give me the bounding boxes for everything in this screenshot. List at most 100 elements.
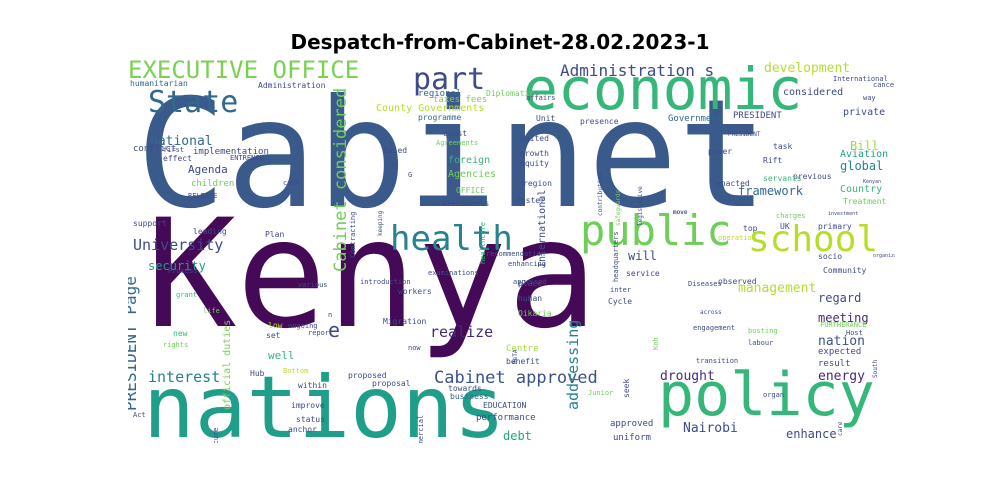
word-cloud-word: rights	[163, 341, 189, 349]
word-cloud-word: workers	[398, 287, 432, 296]
word-cloud-word: interest	[148, 368, 221, 386]
word-cloud-word: region	[523, 179, 552, 188]
word-cloud-word: will	[628, 249, 657, 263]
word-cloud-word: power	[708, 147, 733, 156]
word-cloud-word: nations	[143, 358, 506, 443]
word-cloud-word: Diplomatic	[486, 89, 535, 98]
word-cloud-word: life	[203, 307, 220, 315]
word-cloud-word: part	[413, 62, 486, 97]
word-cloud-word: Cycle	[608, 297, 633, 306]
word-cloud-word: enhancing	[508, 260, 546, 268]
word-cloud-word: UK	[780, 222, 790, 231]
word-cloud-word: ongoing	[288, 322, 318, 330]
word-cloud-word: Administration s	[560, 61, 715, 80]
word-cloud-word: well	[268, 349, 295, 362]
word-cloud-word: children	[191, 179, 235, 189]
word-cloud-word: move	[673, 209, 688, 216]
word-cloud-word: regard	[818, 291, 862, 305]
word-cloud-word: Migration	[383, 317, 427, 326]
word-cloud-word: conflict	[133, 144, 177, 154]
word-cloud-word: EDUCATION	[483, 401, 527, 410]
word-cloud-word: uniform	[613, 433, 651, 443]
word-cloud-word: Government	[668, 114, 723, 124]
word-cloud-word: top	[743, 224, 758, 233]
word-cloud-word: charges	[776, 212, 806, 220]
word-cloud-word: leading	[193, 227, 227, 236]
word-cloud-word: Bottom	[283, 367, 309, 375]
word-cloud-word: foreign	[448, 155, 491, 166]
word-cloud-word: business	[450, 392, 489, 401]
word-cloud-word: procure	[212, 427, 220, 443]
word-cloud-word: low	[268, 321, 283, 330]
word-cloud-word: policy	[658, 360, 875, 430]
word-cloud-word: University	[133, 236, 224, 254]
word-cloud-word: programme	[418, 113, 462, 122]
word-cloud-word: nation	[818, 334, 865, 349]
word-cloud-word: within	[298, 381, 327, 390]
word-cloud-word: BeTA	[512, 349, 519, 364]
word-cloud-word: cancer	[873, 81, 895, 89]
word-cloud-word: economic	[523, 60, 803, 123]
word-cloud-word: Hub	[250, 369, 265, 378]
word-cloud-word: Process	[168, 267, 198, 275]
word-cloud-word: management	[738, 281, 817, 296]
word-cloud-word: energy	[818, 369, 865, 384]
word-cloud-word: Kenyan	[863, 179, 882, 185]
word-cloud-word: United	[520, 134, 549, 143]
word-cloud-word: Cabinet	[136, 68, 769, 242]
word-cloud-word: proposed	[348, 371, 387, 380]
word-cloud-word: PRESIDENT Page	[128, 276, 140, 411]
word-cloud-word: new	[173, 329, 188, 338]
word-cloud-word: Koh	[652, 337, 660, 350]
word-cloud-word: Secondary	[128, 361, 129, 394]
word-cloud-word: effect	[163, 154, 192, 163]
word-cloud-word: Treatment	[843, 197, 887, 206]
word-cloud-word: PRESIDENT	[733, 111, 782, 121]
word-cloud-word: addressing	[564, 319, 582, 410]
word-cloud-word: East	[128, 142, 129, 156]
word-cloud-word: transition	[696, 357, 739, 365]
word-cloud-word: quest	[443, 129, 468, 138]
word-cloud-word: Agreements	[436, 139, 479, 147]
word-cloud-word: regional	[418, 89, 462, 99]
word-cloud-word: school	[748, 219, 879, 260]
word-cloud-word: engagement	[693, 324, 736, 332]
word-cloud: Cabinet Kenya nations economic policy public s…	[128, 60, 895, 443]
word-cloud-word: organization	[873, 253, 895, 259]
word-cloud-word: introduction	[360, 278, 411, 286]
word-cloud-word: development	[764, 61, 851, 76]
word-cloud-word: Aviation	[840, 149, 889, 160]
word-cloud-word: taxes fees	[433, 95, 488, 105]
word-cloud-word: labour	[748, 339, 774, 347]
word-cloud-word: status	[296, 415, 325, 424]
word-cloud-word: various	[298, 281, 328, 289]
word-cloud-word: keeping	[377, 210, 384, 236]
word-cloud-word: place	[518, 279, 543, 288]
word-cloud-word: inter	[610, 286, 632, 294]
word-cloud-word: socio	[818, 252, 843, 261]
word-cloud-word: Contracting	[349, 211, 357, 258]
word-cloud-word: servants	[763, 174, 802, 183]
word-cloud-word: Oikaria	[518, 309, 552, 318]
word-cloud-word: expected	[818, 347, 862, 357]
word-cloud-word: implementation	[193, 147, 269, 157]
word-cloud-word: commercial	[417, 414, 425, 443]
word-cloud-word: report	[308, 329, 334, 337]
word-cloud-word: Kenya	[146, 188, 598, 362]
word-cloud-word: organ	[763, 391, 785, 399]
word-cloud-word: Agencies	[448, 169, 497, 180]
word-cloud-word: Agenda	[188, 163, 228, 176]
word-cloud-word: performance	[476, 413, 536, 423]
chart-title: Despatch-from-Cabinet-28.02.2023-1	[290, 30, 710, 54]
word-cloud-word: headquarters	[612, 231, 620, 282]
word-cloud-word: FURTHERANCE	[820, 321, 867, 329]
word-cloud-word: anchor	[288, 425, 317, 434]
word-cloud-word: Junior	[588, 389, 614, 397]
word-cloud-word: International	[833, 75, 888, 83]
word-cloud-word: observed	[718, 277, 757, 286]
word-cloud-word: County Governments	[376, 103, 485, 114]
word-cloud-word: grant	[176, 291, 198, 299]
word-cloud-word: result	[818, 359, 851, 369]
word-cloud-word: South	[872, 359, 879, 378]
word-cloud-word: RELEASE	[188, 192, 218, 200]
